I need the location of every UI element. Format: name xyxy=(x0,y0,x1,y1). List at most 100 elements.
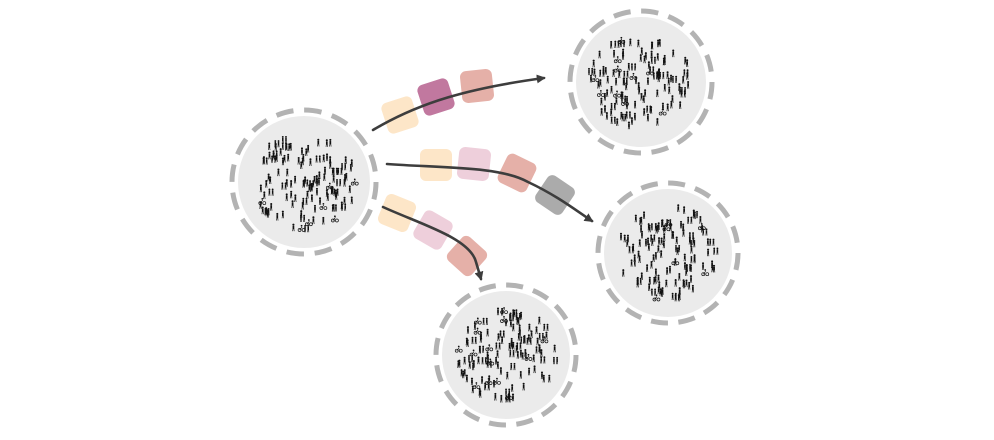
person-icon xyxy=(706,238,710,246)
person-icon xyxy=(499,330,505,338)
person-icon xyxy=(713,247,719,255)
person-icon xyxy=(632,243,635,252)
person-icon xyxy=(683,206,686,214)
person-icon xyxy=(473,322,477,331)
person-icon xyxy=(259,184,262,193)
person-icon xyxy=(548,374,551,383)
migrant-token xyxy=(413,210,453,250)
person-icon xyxy=(618,70,621,79)
person-icon xyxy=(699,216,702,224)
person-icon xyxy=(506,371,509,380)
person-icon xyxy=(683,253,686,262)
person-icon xyxy=(261,206,264,215)
person-icon xyxy=(350,196,353,205)
person-icon xyxy=(323,166,327,175)
person-icon xyxy=(615,97,618,105)
person-icon xyxy=(542,374,545,383)
person-icon xyxy=(307,144,310,153)
person-icon xyxy=(552,356,559,365)
person-icon xyxy=(518,324,521,333)
migrant-token xyxy=(446,235,488,277)
person-icon xyxy=(646,77,650,86)
person-icon xyxy=(654,251,658,260)
person-icon xyxy=(678,292,681,301)
person-icon xyxy=(496,307,500,316)
person-icon xyxy=(709,238,715,246)
person-icon xyxy=(492,379,496,388)
cyclist-icon xyxy=(701,269,710,277)
person-icon xyxy=(540,356,546,364)
person-icon xyxy=(668,86,671,95)
populations-layer xyxy=(229,8,741,428)
person-icon xyxy=(634,214,637,223)
person-icon xyxy=(644,52,648,60)
person-icon xyxy=(622,269,625,277)
person-icon xyxy=(333,188,339,196)
cyclist-icon xyxy=(469,349,478,357)
person-icon xyxy=(701,262,705,270)
person-icon xyxy=(462,370,465,379)
person-icon xyxy=(619,232,623,241)
person-icon xyxy=(465,374,469,383)
person-icon xyxy=(269,176,272,185)
person-icon xyxy=(468,361,471,369)
person-icon xyxy=(667,77,670,86)
person-icon xyxy=(658,281,661,290)
person-icon xyxy=(685,268,688,277)
person-icon xyxy=(623,234,626,243)
person-icon xyxy=(598,50,601,59)
person-icon xyxy=(526,337,532,345)
person-icon xyxy=(271,155,277,163)
crowd xyxy=(588,36,690,130)
person-icon xyxy=(637,39,640,48)
person-icon xyxy=(621,91,624,100)
migrant-token xyxy=(460,69,494,103)
person-icon xyxy=(538,316,541,325)
person-icon xyxy=(293,175,297,184)
person-icon xyxy=(499,367,503,375)
person-icon xyxy=(621,52,625,60)
person-icon xyxy=(505,395,511,403)
person-icon xyxy=(535,326,538,335)
population-target-bottom xyxy=(433,282,579,428)
person-icon xyxy=(486,328,489,337)
person-icon xyxy=(545,331,548,340)
person-icon xyxy=(463,356,466,365)
person-icon xyxy=(294,194,297,203)
person-icon xyxy=(276,212,279,221)
person-icon xyxy=(315,187,319,196)
person-icon xyxy=(274,140,280,148)
person-icon xyxy=(665,267,669,275)
person-icon xyxy=(669,74,673,83)
person-icon xyxy=(679,220,683,229)
person-icon xyxy=(318,171,321,180)
person-icon xyxy=(652,254,655,262)
flow-arrow xyxy=(385,162,594,223)
person-icon xyxy=(266,209,270,218)
person-icon xyxy=(270,202,273,211)
person-icon xyxy=(602,65,605,74)
person-icon xyxy=(624,113,627,122)
person-icon xyxy=(660,250,663,258)
person-icon xyxy=(675,236,678,245)
person-icon xyxy=(335,192,338,200)
person-icon xyxy=(682,280,686,289)
person-icon xyxy=(297,156,300,165)
person-icon xyxy=(625,82,628,91)
person-icon xyxy=(471,362,475,371)
person-icon xyxy=(672,49,675,58)
person-icon xyxy=(687,216,693,224)
person-icon xyxy=(634,76,638,85)
person-icon xyxy=(604,66,607,75)
person-icon xyxy=(511,393,515,402)
person-icon xyxy=(343,174,347,182)
person-icon xyxy=(686,72,689,80)
person-icon xyxy=(470,377,474,386)
person-icon xyxy=(509,312,512,321)
person-icon xyxy=(663,233,666,241)
person-icon xyxy=(636,279,639,288)
person-icon xyxy=(610,108,613,117)
cyclist-icon xyxy=(304,219,313,227)
person-icon xyxy=(693,211,696,220)
person-icon xyxy=(674,279,677,287)
